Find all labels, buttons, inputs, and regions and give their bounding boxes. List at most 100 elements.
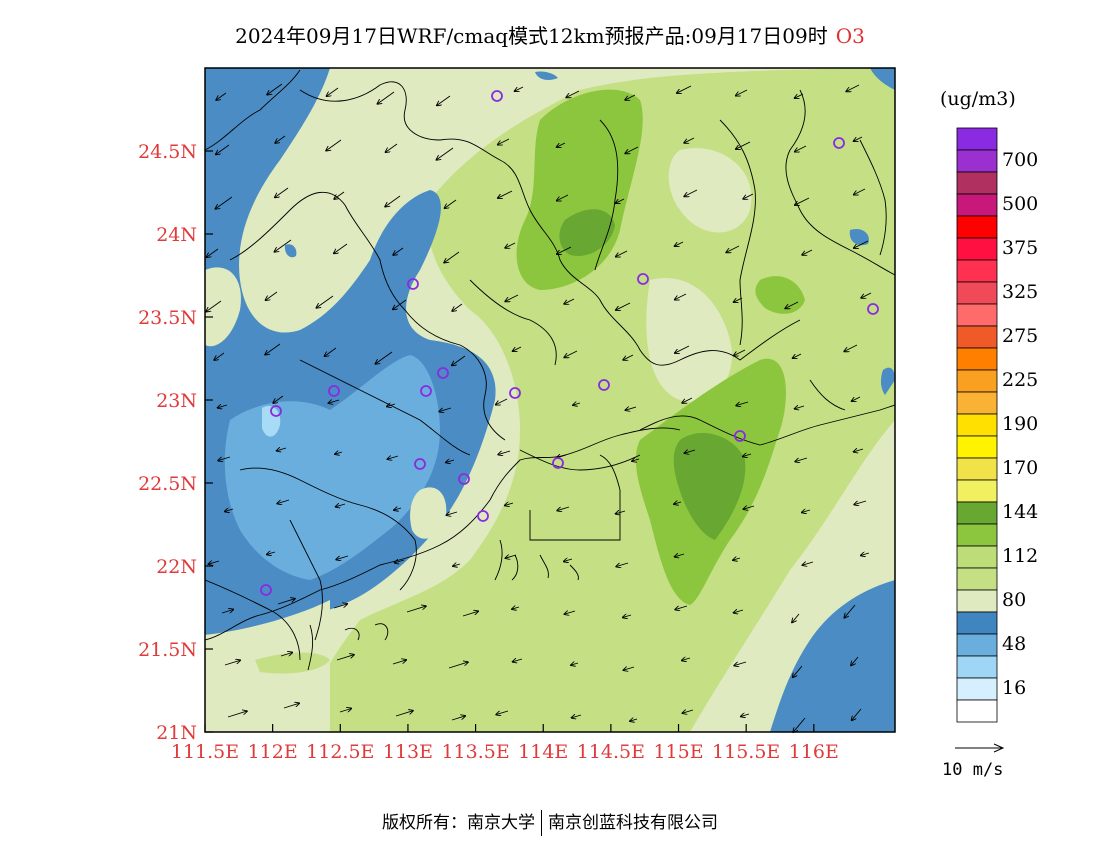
wind-arrow <box>802 562 814 565</box>
wind-arrow <box>277 499 290 504</box>
legend-unit: (ug/m3) <box>940 88 1016 110</box>
wind-arrow <box>498 190 513 198</box>
color-legend <box>956 127 998 723</box>
wind-arrow <box>625 94 636 100</box>
wind-arrow <box>736 141 751 149</box>
wind-arrow <box>393 299 407 309</box>
legend-color-box <box>956 633 998 657</box>
legend-label: 112 <box>1002 545 1039 567</box>
wind-arrow <box>736 89 748 96</box>
wind-arrow <box>844 344 858 351</box>
wind-arrow <box>446 460 455 462</box>
legend-label: 170 <box>1002 457 1039 479</box>
wind-arrow <box>437 95 451 105</box>
legend-color-box <box>956 171 998 195</box>
field-pale-patch-2 <box>668 148 752 233</box>
station-marker <box>270 405 282 417</box>
x-tick-label: 115E <box>653 741 703 763</box>
wind-arrow <box>206 300 222 312</box>
field-0-16-patch <box>262 405 281 437</box>
wind-arrow <box>854 188 866 195</box>
station-marker <box>509 387 521 399</box>
wind-arrow <box>335 452 343 454</box>
wind-arrow <box>392 660 406 665</box>
legend-color-box <box>956 391 998 415</box>
wind-arrow <box>444 251 460 263</box>
wind-arrow <box>277 599 295 605</box>
wind-arrow <box>802 510 811 512</box>
legend-label: 275 <box>1002 325 1039 347</box>
legend-color-box <box>956 347 998 371</box>
legend-color-box <box>956 699 998 723</box>
legend-label: 190 <box>1002 413 1039 435</box>
wind-arrow <box>616 511 626 514</box>
wind-arrow <box>573 403 581 405</box>
wind-arrow <box>625 407 637 410</box>
wind-arrow <box>675 554 685 557</box>
field-144-170-north <box>516 89 643 290</box>
wind-arrow <box>675 241 684 246</box>
wind-arrow <box>513 659 523 662</box>
wind-arrow <box>734 349 746 356</box>
wind-arrow <box>453 564 461 566</box>
wind-arrow <box>572 715 582 718</box>
wind-arrow <box>566 90 580 97</box>
legend-color-box <box>956 193 998 217</box>
x-tick-label: 114E <box>518 741 568 763</box>
wind-arrow <box>275 135 286 143</box>
legend-color-box <box>956 325 998 349</box>
wind-arrow <box>394 508 402 510</box>
field-blue-speck-3 <box>849 228 869 246</box>
wind-arrow <box>616 198 625 203</box>
legend-label: 500 <box>1002 193 1039 215</box>
legend-color-box <box>956 127 998 151</box>
legend-color-box <box>956 655 998 679</box>
map-title: 2024年09月17日WRF/cmaq模式12km预报产品:09月17日09时 O… <box>0 20 1100 49</box>
wind-arrow <box>221 610 233 614</box>
field-48-80-ne <box>870 68 895 90</box>
station-marker <box>437 367 449 379</box>
station-marker <box>734 430 746 442</box>
wind-arrow <box>795 457 808 462</box>
wind-arrow <box>675 345 690 353</box>
wind-arrow <box>861 553 870 555</box>
wind-arrow <box>616 250 628 257</box>
wind-arrow <box>387 456 399 459</box>
wind-arrow <box>846 84 860 91</box>
field-blue-speck-2 <box>284 244 297 258</box>
legend-color-box <box>956 413 998 437</box>
wind-arrow <box>406 606 426 613</box>
monitoring-stations <box>260 90 879 596</box>
y-tick-label: 24.5N <box>138 141 197 163</box>
wind-arrow <box>395 711 413 717</box>
legend-color-box <box>956 589 998 613</box>
wind-arrow <box>743 193 754 199</box>
copyright-separator <box>541 810 542 836</box>
wind-arrow <box>283 703 299 709</box>
station-marker <box>477 510 489 522</box>
wind-arrow <box>280 653 292 657</box>
y-axis-labels: 21N 21.5N 22N 22.5N 23N 23.5N 24N 24.5N <box>138 141 197 744</box>
wind-arrow <box>792 613 800 622</box>
wind-arrow <box>326 139 342 151</box>
axis-ticks <box>204 150 815 733</box>
wind-arrow <box>793 717 806 732</box>
field-blue-speck <box>535 71 558 80</box>
wind-reference-arrow <box>955 743 1005 753</box>
wind-arrow <box>684 137 695 143</box>
wind-arrow <box>795 145 807 152</box>
legend-color-box <box>956 611 998 635</box>
legend-color-box <box>956 523 998 547</box>
station-marker <box>637 273 649 285</box>
x-tick-label: 113E <box>383 741 433 763</box>
wind-arrow <box>275 187 289 197</box>
field-pale-coast <box>410 487 447 539</box>
field-blue-speck-4 <box>880 367 895 395</box>
wind-arrow <box>802 249 813 255</box>
wind-arrow <box>682 658 691 660</box>
wind-arrow <box>630 719 638 721</box>
legend-color-box <box>956 479 998 503</box>
wind-arrow <box>387 404 396 406</box>
station-marker <box>458 473 470 485</box>
pollutant-species: O3 <box>835 24 865 48</box>
